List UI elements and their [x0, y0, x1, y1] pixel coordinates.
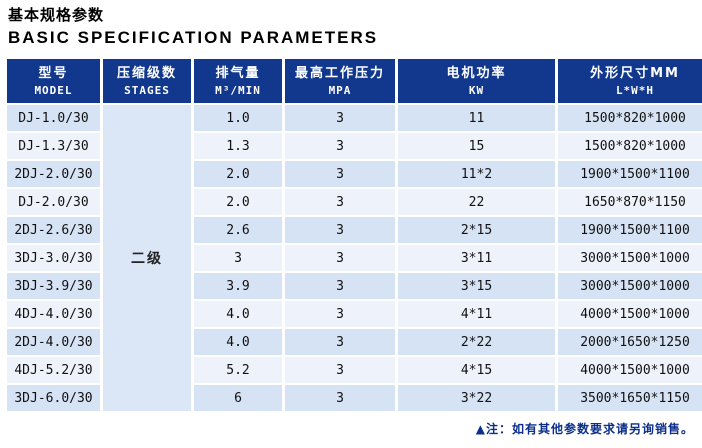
- cell-model: DJ-2.0/30: [7, 189, 100, 216]
- table-row: 2DJ-4.0/30 4.0 3 2*22 2000*1650*1250: [7, 329, 702, 356]
- cell-power: 2*15: [398, 217, 555, 244]
- cell-displacement: 1.3: [194, 133, 282, 160]
- table-row: 2DJ-2.0/30 2.0 3 11*2 1900*1500*1100: [7, 161, 702, 188]
- cell-displacement: 3.9: [194, 273, 282, 300]
- cell-model: 4DJ-4.0/30: [7, 301, 100, 328]
- cell-displacement: 3: [194, 245, 282, 272]
- cell-dimensions: 4000*1500*1000: [558, 357, 702, 384]
- cell-displacement: 4.0: [194, 301, 282, 328]
- page-title-cn: 基本规格参数: [8, 6, 105, 24]
- cell-model: 2DJ-2.0/30: [7, 161, 100, 188]
- cell-pressure: 3: [285, 189, 395, 216]
- cell-power: 4*15: [398, 357, 555, 384]
- column-header-stages-cn: 压缩级数: [116, 66, 177, 82]
- column-header-power: 电机功率 KW: [398, 59, 555, 104]
- cell-power: 4*11: [398, 301, 555, 328]
- column-header-model-cn: 型号: [38, 66, 69, 82]
- cell-power: 3*22: [398, 385, 555, 412]
- cell-pressure: 3: [285, 161, 395, 188]
- cell-model: DJ-1.0/30: [7, 105, 100, 132]
- cell-dimensions: 1500*820*1000: [558, 133, 702, 160]
- cell-displacement: 5.2: [194, 357, 282, 384]
- column-header-dimensions-cn: 外形尺寸MM: [590, 66, 680, 82]
- cell-dimensions: 3000*1500*1000: [558, 273, 702, 300]
- table-row: DJ-1.3/30 1.3 3 15 1500*820*1000: [7, 133, 702, 160]
- column-header-pressure-en: MPA: [328, 83, 352, 97]
- cell-model: 4DJ-5.2/30: [7, 357, 100, 384]
- column-header-stages-en: STAGES: [124, 83, 170, 97]
- column-header-displacement-cn: 排气量: [215, 66, 261, 82]
- cell-pressure: 3: [285, 133, 395, 160]
- table-row: 3DJ-3.0/30 3 3 3*11 3000*1500*1000: [7, 245, 702, 272]
- column-header-dimensions-en: L*W*H: [615, 83, 655, 97]
- cell-pressure: 3: [285, 217, 395, 244]
- cell-pressure: 3: [285, 105, 395, 132]
- column-header-power-cn: 电机功率: [446, 66, 507, 82]
- cell-dimensions: 3500*1650*1150: [558, 385, 702, 412]
- table-row: 4DJ-4.0/30 4.0 3 4*11 4000*1500*1000: [7, 301, 702, 328]
- cell-pressure: 3: [285, 245, 395, 272]
- cell-dimensions: 1650*870*1150: [558, 189, 702, 216]
- table-row: 4DJ-5.2/30 5.2 3 4*15 4000*1500*1000: [7, 357, 702, 384]
- column-header-stages: 压缩级数 STAGES: [103, 59, 191, 104]
- cell-displacement: 6: [194, 385, 282, 412]
- column-header-displacement: 排气量 M³/MIN: [194, 59, 282, 104]
- cell-model: 2DJ-4.0/30: [7, 329, 100, 356]
- cell-dimensions: 1900*1500*1100: [558, 217, 702, 244]
- cell-dimensions: 1500*820*1000: [558, 105, 702, 132]
- column-header-pressure: 最高工作压力 MPA: [285, 59, 395, 104]
- cell-power: 3*11: [398, 245, 555, 272]
- cell-power: 2*22: [398, 329, 555, 356]
- cell-model: 2DJ-2.6/30: [7, 217, 100, 244]
- cell-stages-merged: 二级: [103, 105, 191, 412]
- cell-pressure: 3: [285, 357, 395, 384]
- table-row: DJ-1.0/30 二级 1.0 3 11 1500*820*1000: [7, 105, 702, 412]
- cell-displacement: 2.6: [194, 217, 282, 244]
- cell-model: 3DJ-3.0/30: [7, 245, 100, 272]
- spec-table: 型号 MODEL 压缩级数 STAGES 排气量 M³/MIN 最高工作压力 M…: [4, 57, 702, 413]
- footnote: ▲注：如有其他参数要求请另询销售。: [475, 422, 694, 437]
- cell-power: 11: [398, 105, 555, 132]
- cell-power: 15: [398, 133, 555, 160]
- column-header-dimensions: 外形尺寸MM L*W*H: [558, 59, 702, 104]
- cell-dimensions: 3000*1500*1000: [558, 245, 702, 272]
- cell-model: DJ-1.3/30: [7, 133, 100, 160]
- cell-power: 3*15: [398, 273, 555, 300]
- cell-model: 3DJ-6.0/30: [7, 385, 100, 412]
- cell-displacement: 2.0: [194, 161, 282, 188]
- cell-displacement: 2.0: [194, 189, 282, 216]
- column-header-power-en: KW: [468, 83, 485, 97]
- cell-pressure: 3: [285, 273, 395, 300]
- cell-pressure: 3: [285, 301, 395, 328]
- page-title-en: BASIC SPECIFICATION PARAMETERS: [8, 27, 379, 47]
- cell-power: 11*2: [398, 161, 555, 188]
- table-row: 3DJ-6.0/30 6 3 3*22 3500*1650*1150: [7, 385, 702, 412]
- table-row: 2DJ-2.6/30 2.6 3 2*15 1900*1500*1100: [7, 217, 702, 244]
- cell-power: 22: [398, 189, 555, 216]
- cell-pressure: 3: [285, 329, 395, 356]
- table-row: 3DJ-3.9/30 3.9 3 3*15 3000*1500*1000: [7, 273, 702, 300]
- table-row: DJ-2.0/30 2.0 3 22 1650*870*1150: [7, 189, 702, 216]
- cell-displacement: 1.0: [194, 105, 282, 132]
- cell-dimensions: 4000*1500*1000: [558, 301, 702, 328]
- cell-pressure: 3: [285, 385, 395, 412]
- column-header-model-en: MODEL: [34, 83, 73, 97]
- column-header-model: 型号 MODEL: [7, 59, 100, 104]
- cell-model: 3DJ-3.9/30: [7, 273, 100, 300]
- cell-dimensions: 2000*1650*1250: [558, 329, 702, 356]
- column-header-displacement-en: M³/MIN: [215, 83, 261, 97]
- column-header-pressure-cn: 最高工作压力: [294, 66, 385, 82]
- page: 基本规格参数 BASIC SPECIFICATION PARAMETERS 型号…: [4, 6, 702, 437]
- cell-dimensions: 1900*1500*1100: [558, 161, 702, 188]
- table-header-row: 型号 MODEL 压缩级数 STAGES 排气量 M³/MIN 最高工作压力 M…: [7, 59, 702, 104]
- cell-displacement: 4.0: [194, 329, 282, 356]
